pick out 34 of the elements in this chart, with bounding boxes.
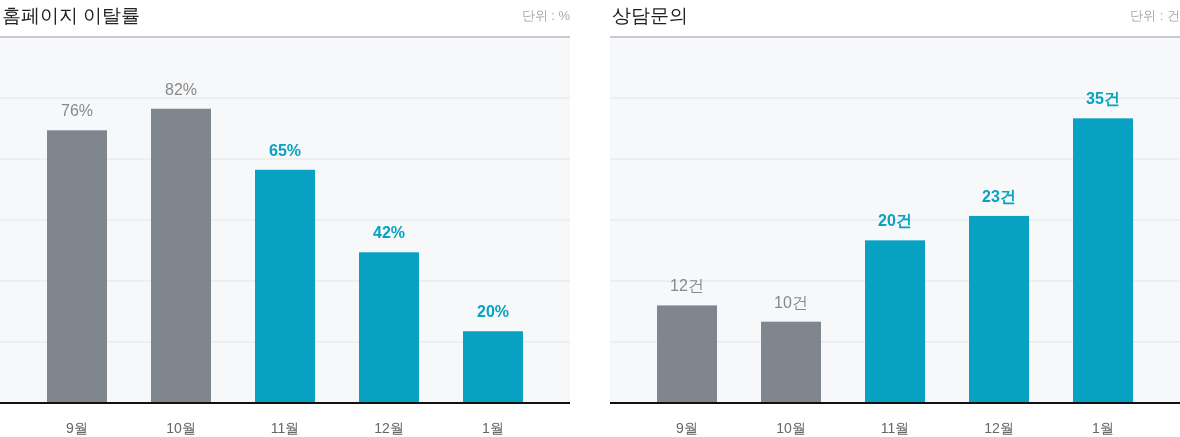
data-label: 76% xyxy=(60,102,94,120)
x-tick-label: 9월 xyxy=(676,420,698,436)
bar xyxy=(969,215,1029,403)
data-label: 20% xyxy=(476,303,510,321)
data-label: 10건 xyxy=(774,293,808,311)
bar xyxy=(761,321,821,403)
x-tick-label: 1월 xyxy=(1092,420,1114,436)
x-tick-label: 11월 xyxy=(880,420,910,436)
chart-title: 홈페이지 이탈률 xyxy=(2,5,141,26)
x-tick-label: 11월 xyxy=(270,420,300,436)
bar xyxy=(865,240,925,403)
bar xyxy=(463,331,523,403)
data-label: 65% xyxy=(268,141,302,159)
bar xyxy=(47,130,107,403)
x-tick-label: 12월 xyxy=(374,420,404,436)
x-tick-label: 10월 xyxy=(166,420,196,436)
data-label: 42% xyxy=(372,224,406,242)
chart-title: 상담문의 xyxy=(612,5,688,26)
x-tick-label: 10월 xyxy=(776,420,806,436)
bar xyxy=(151,108,211,403)
data-label: 12건 xyxy=(670,277,704,295)
bar xyxy=(657,305,717,403)
data-label: 23건 xyxy=(982,187,1016,205)
x-tick-label: 12월 xyxy=(984,420,1014,436)
chart-subtitle: 단위 : % xyxy=(521,8,571,23)
chart-subtitle: 단위 : 건 xyxy=(1130,8,1180,23)
data-label: 35건 xyxy=(1086,90,1120,108)
bar xyxy=(255,169,315,403)
bar xyxy=(1073,118,1133,403)
x-tick-label: 1월 xyxy=(482,420,504,436)
data-label: 82% xyxy=(164,80,198,98)
x-tick-label: 9월 xyxy=(66,420,88,436)
data-label: 20건 xyxy=(878,212,912,230)
bar xyxy=(359,252,419,403)
